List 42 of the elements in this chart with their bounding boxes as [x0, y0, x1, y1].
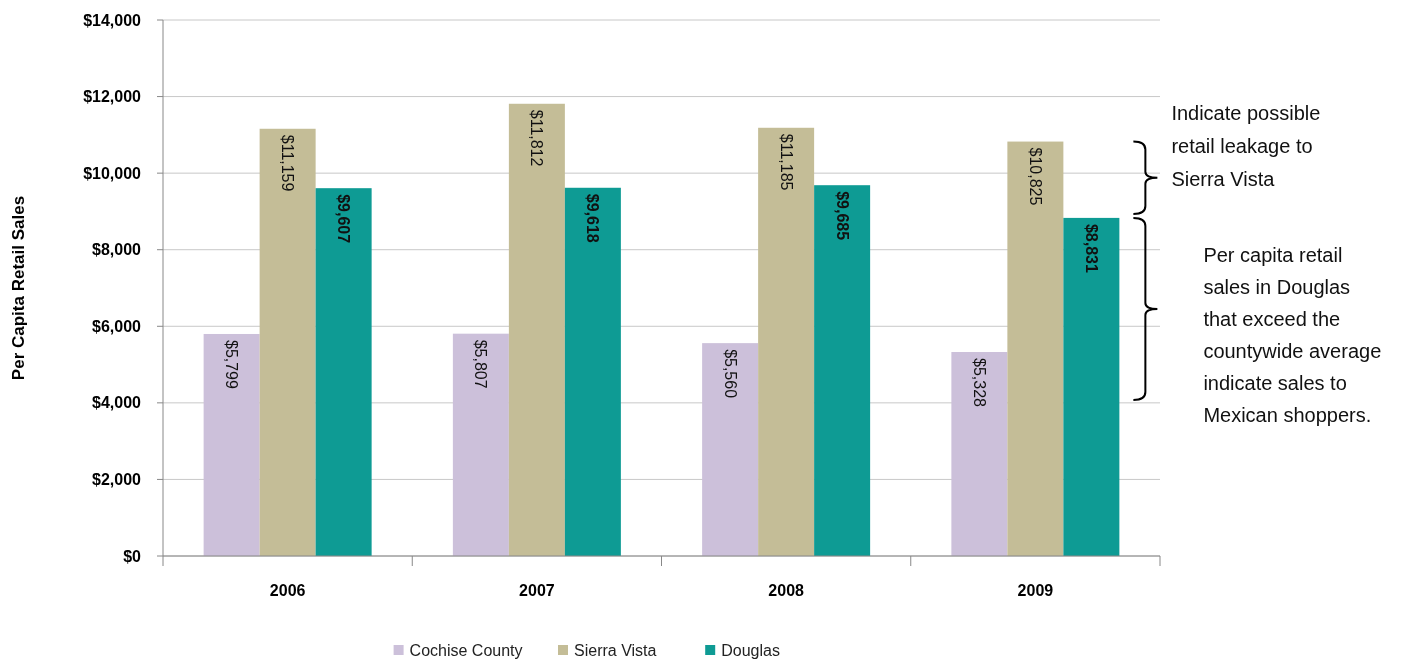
data-label: $5,560: [721, 349, 739, 399]
bar: [259, 128, 316, 556]
y-tick-label: $2,000: [92, 471, 142, 489]
y-tick-label: $14,000: [83, 11, 142, 29]
data-label: $9,685: [833, 191, 851, 241]
y-tick-label: $6,000: [92, 317, 142, 335]
data-label: $11,159: [279, 134, 297, 192]
bar: [508, 103, 565, 556]
legend-label: Cochise County: [409, 641, 523, 659]
y-tick-label: $8,000: [92, 241, 142, 259]
x-tick-label: 2009: [1017, 582, 1054, 599]
data-label: $9,618: [584, 193, 602, 243]
y-tick-label: $4,000: [92, 394, 142, 412]
data-label: $5,807: [472, 339, 490, 389]
y-tick-label: $10,000: [83, 164, 142, 182]
legend-label: Douglas: [721, 641, 780, 659]
bar: [1007, 141, 1064, 556]
data-label: $11,812: [528, 109, 546, 167]
bar: [564, 187, 621, 556]
x-tick-label: 2008: [768, 582, 805, 599]
bar: [452, 333, 509, 556]
bar: [814, 185, 871, 556]
text: Indicate possible retail leakage to Sierra Vista: [1171, 101, 1321, 190]
data-label: $11,185: [777, 133, 795, 191]
bar: [203, 333, 260, 556]
bar: [758, 127, 815, 556]
x-tick-label: 2006: [269, 582, 306, 599]
y-axis-title: Per Capita Retail Sales: [9, 195, 28, 381]
text: Per capita retail sales in Douglas that exceed the countywide average indicate sales to Mexican shoppers.: [1203, 244, 1382, 426]
y-tick-label: $0: [123, 547, 142, 565]
bar: [951, 352, 1008, 556]
data-label: $5,799: [223, 339, 241, 390]
data-label: $8,831: [1082, 223, 1100, 273]
x-tick-label: 2007: [519, 582, 555, 599]
data-label: $5,328: [970, 358, 988, 408]
data-label: $10,825: [1026, 147, 1044, 206]
bar: [1063, 217, 1120, 556]
bar: [315, 188, 372, 556]
y-tick-label: $12,000: [83, 88, 142, 106]
bar: [702, 343, 759, 556]
data-label: $9,607: [335, 194, 353, 244]
legend-label: Sierra Vista: [574, 641, 657, 659]
